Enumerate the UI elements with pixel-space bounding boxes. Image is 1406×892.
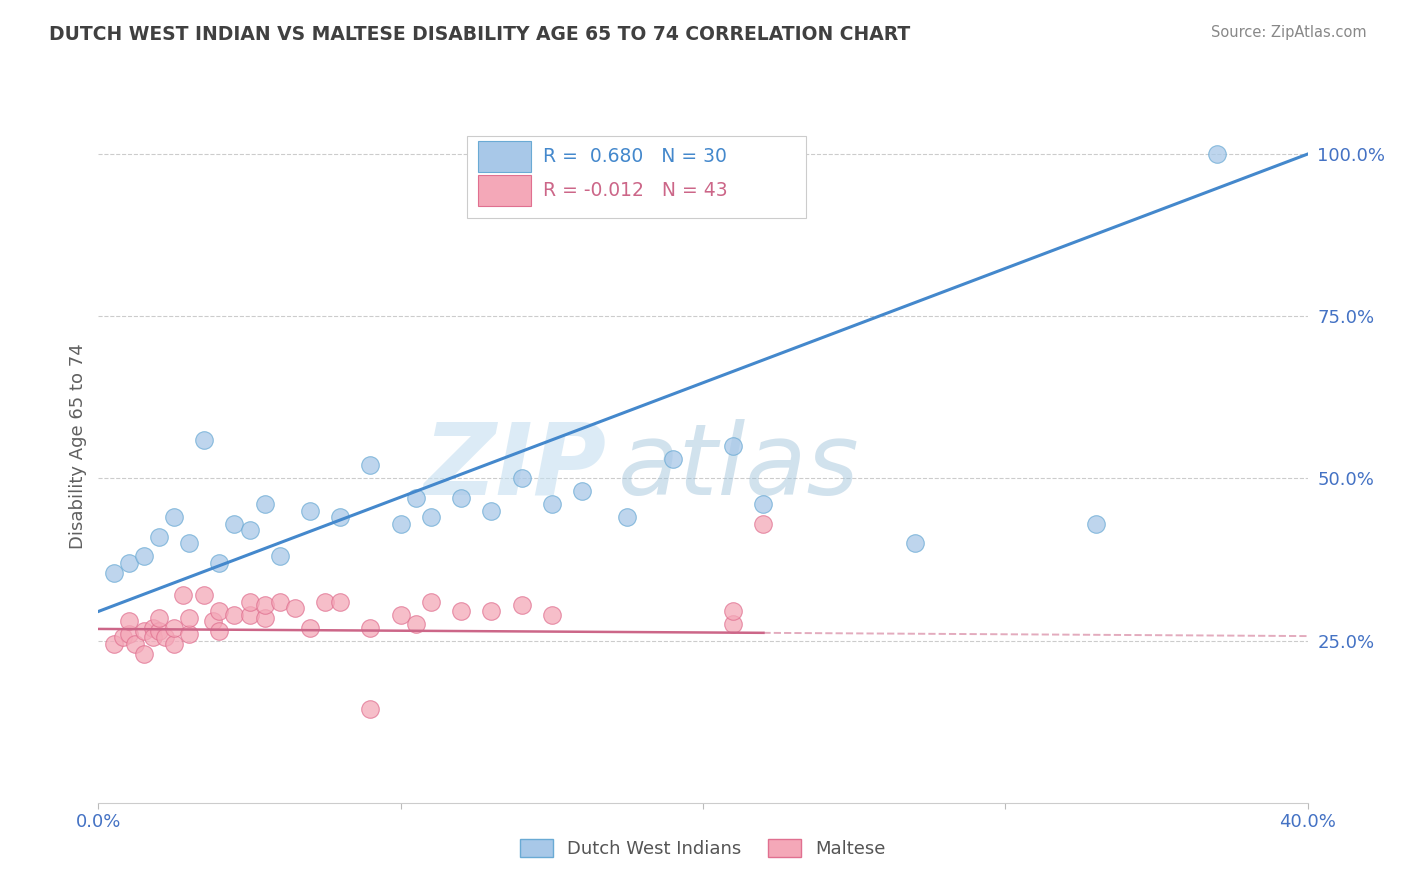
Point [420,595,443,609]
Point [239,524,262,538]
Point [904,536,927,550]
Point [510,598,533,612]
Point [450,491,472,505]
Point [132,647,155,661]
Point [752,497,775,511]
Point [163,637,186,651]
Point [118,556,141,570]
Point [148,624,170,638]
Point [269,549,291,564]
Point [172,588,194,602]
Point [111,631,134,645]
Point [389,516,412,531]
Point [299,621,322,635]
Point [224,516,246,531]
Point [193,588,215,602]
Y-axis label: Disability Age 65 to 74: Disability Age 65 to 74 [69,343,87,549]
Point [661,452,683,467]
FancyBboxPatch shape [467,136,806,218]
Point [1206,147,1229,161]
Text: R =  0.680   N = 30: R = 0.680 N = 30 [543,147,727,166]
Point [132,549,155,564]
Point [360,458,382,473]
Point [208,624,231,638]
Point [481,604,503,618]
FancyBboxPatch shape [478,141,531,172]
Point [284,601,307,615]
Point [481,504,503,518]
Point [253,611,276,625]
Point [752,516,775,531]
Point [208,556,231,570]
Point [405,491,427,505]
Point [153,631,176,645]
Legend: Dutch West Indians, Maltese: Dutch West Indians, Maltese [513,831,893,865]
Point [118,614,141,628]
Point [118,627,141,641]
Point [163,621,186,635]
Point [299,504,322,518]
Point [193,433,215,447]
Point [269,595,291,609]
Text: R = -0.012   N = 43: R = -0.012 N = 43 [543,181,728,200]
Point [124,637,146,651]
Point [103,566,125,580]
Point [571,484,593,499]
Point [253,598,276,612]
Point [540,497,562,511]
Text: DUTCH WEST INDIAN VS MALTESE DISABILITY AGE 65 TO 74 CORRELATION CHART: DUTCH WEST INDIAN VS MALTESE DISABILITY … [49,25,911,44]
Point [389,607,412,622]
Point [142,621,165,635]
Text: ZIP: ZIP [423,419,606,516]
Point [208,604,231,618]
Point [1085,516,1108,531]
Point [616,510,638,524]
Point [329,510,352,524]
Point [360,621,382,635]
Point [723,604,745,618]
Point [510,471,533,485]
Point [179,627,201,641]
Point [540,607,562,622]
Point [723,617,745,632]
Point [163,510,186,524]
Point [329,595,352,609]
Point [148,611,170,625]
Point [179,536,201,550]
Point [420,510,443,524]
Text: atlas: atlas [619,419,860,516]
Point [314,595,336,609]
Point [723,439,745,453]
Point [179,611,201,625]
Point [103,637,125,651]
Point [239,607,262,622]
Point [450,604,472,618]
Point [405,617,427,632]
Point [148,530,170,544]
Point [253,497,276,511]
Point [239,595,262,609]
Point [224,607,246,622]
Point [360,702,382,716]
Point [132,624,155,638]
Point [202,614,225,628]
Point [142,631,165,645]
Text: Source: ZipAtlas.com: Source: ZipAtlas.com [1211,25,1367,40]
FancyBboxPatch shape [478,175,531,206]
